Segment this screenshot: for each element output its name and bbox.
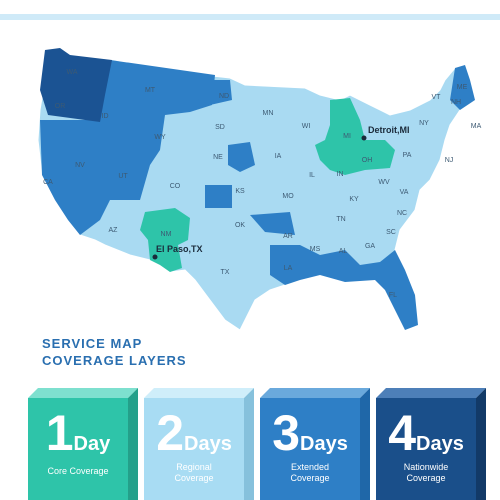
state-label: MO [282, 193, 294, 200]
tier-label: Core Coverage [47, 466, 108, 476]
tier-heading: 4Days [388, 405, 464, 461]
state-label: NV [75, 162, 85, 169]
card-top [144, 388, 254, 398]
state-label: ID [102, 113, 109, 120]
extended-patch [250, 212, 295, 235]
tier-card: 1Day Core Coverage [28, 388, 138, 500]
state-label: OR [55, 103, 66, 110]
tier-number: 2 [156, 405, 184, 461]
state-label: WV [378, 179, 390, 186]
extended-patch [270, 245, 418, 330]
tier-heading: 2Days [156, 405, 232, 461]
card-face [28, 398, 128, 500]
card-top [260, 388, 370, 398]
card-face [260, 398, 360, 500]
state-label: IN [337, 171, 344, 178]
state-label: KY [349, 196, 359, 203]
city-label: El Paso,TX [156, 244, 203, 254]
city-label: Detroit,MI [368, 125, 410, 135]
tier-label: Regional [176, 462, 212, 472]
state-label: WA [66, 69, 77, 76]
tier-label: Coverage [406, 473, 445, 483]
state-label: NJ [445, 157, 454, 164]
state-label: NM [161, 231, 172, 238]
card-face [376, 398, 476, 500]
state-label: CA [43, 179, 53, 186]
state-label: SD [215, 124, 225, 131]
state-label: WY [154, 134, 166, 141]
state-label: WI [302, 123, 311, 130]
state-label: VT [432, 94, 442, 101]
state-label: VA [400, 189, 409, 196]
card-side [128, 388, 138, 500]
card-top [28, 388, 138, 398]
state-label: CO [170, 183, 181, 190]
state-label: NC [397, 210, 407, 217]
tier-unit: Days [416, 433, 464, 455]
state-label: AR [283, 233, 293, 240]
tier-heading: 1Day [46, 405, 111, 461]
card-side [476, 388, 486, 500]
legend-title: SERVICE MAP [42, 336, 142, 351]
tier-number: 3 [272, 405, 300, 461]
state-label: KS [235, 188, 245, 195]
extended-patch [195, 80, 232, 105]
tier-number: 4 [388, 405, 416, 461]
state-label: OH [362, 157, 373, 164]
state-label: MI [343, 133, 351, 140]
state-label: TN [336, 216, 345, 223]
state-label: MS [310, 246, 321, 253]
state-label: OK [235, 222, 245, 229]
tier-label: Coverage [290, 473, 329, 483]
core-region [140, 208, 190, 272]
tier-unit: Day [74, 433, 112, 455]
card-side [360, 388, 370, 500]
nationwide-region [40, 48, 112, 122]
extended-patch [228, 142, 255, 172]
state-label: PA [403, 152, 412, 159]
core-region [315, 98, 395, 175]
state-label: AL [339, 248, 348, 255]
state-label: UT [118, 173, 128, 180]
state-label: FL [389, 292, 397, 299]
tier-label: Coverage [174, 473, 213, 483]
card-side [244, 388, 254, 500]
state-label: GA [365, 243, 375, 250]
state-label: IA [275, 153, 282, 160]
state-label: TX [221, 269, 230, 276]
tier-label: Extended [291, 462, 329, 472]
city-dot [361, 135, 367, 141]
state-label: NY [419, 120, 429, 127]
state-label: NH [451, 99, 461, 106]
state-label: IL [309, 172, 315, 179]
state-label: SC [386, 229, 396, 236]
state-label: NE [213, 154, 223, 161]
tier-number: 1 [46, 405, 74, 461]
top-band [0, 14, 500, 20]
state-label: AZ [109, 227, 119, 234]
extended-patch [450, 65, 475, 110]
state-label: ME [457, 84, 468, 91]
state-label: MN [263, 110, 274, 117]
extended-patch [205, 185, 232, 208]
tier-unit: Days [300, 433, 348, 455]
extended-region [40, 60, 215, 235]
tier-unit: Days [184, 433, 232, 455]
state-label: MA [471, 123, 482, 130]
state-label: ND [219, 93, 229, 100]
us-map: WA OR CA NV ID MT WY UT AZ CO NM ND SD N… [37, 47, 482, 331]
city-dot [152, 254, 158, 260]
tier-label: Nationwide [404, 462, 449, 472]
tier-heading: 3Days [272, 405, 348, 461]
card-face [144, 398, 244, 500]
legend-title: COVERAGE LAYERS [42, 353, 187, 368]
state-label: LA [284, 265, 293, 272]
state-label: MT [145, 87, 156, 94]
card-top [376, 388, 486, 398]
